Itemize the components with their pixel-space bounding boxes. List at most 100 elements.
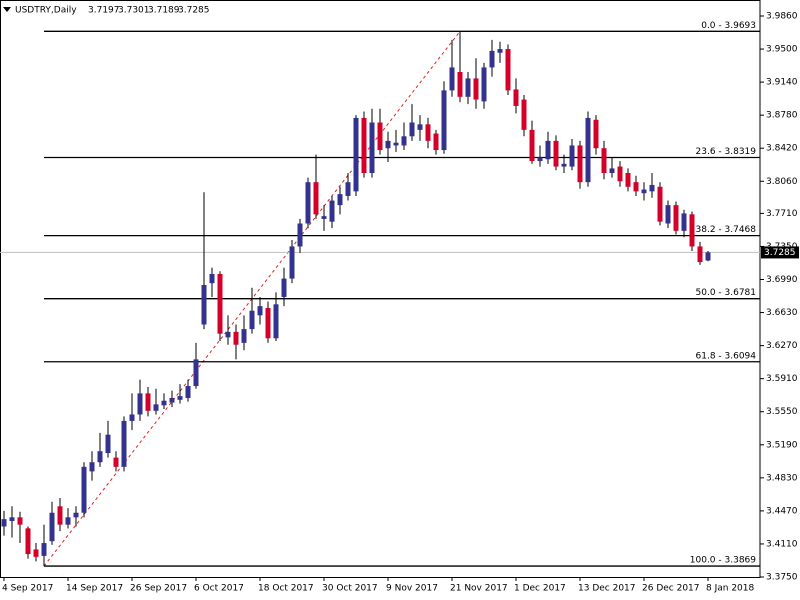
open-value: 3.7197 [88,6,120,16]
candle-body [305,182,311,224]
close-value: 3.7285 [178,6,210,16]
candle-body [569,145,575,167]
candle-body [537,157,543,162]
candle-body [113,457,119,467]
x-tick-label: 26 Sep 2017 [130,584,187,594]
y-tick-label: 3.8780 [766,111,798,121]
y-tick-label: 3.6270 [766,341,798,351]
candle-body [225,331,231,338]
candle-body [617,166,623,182]
candle-body [81,466,87,513]
y-tick-label: 3.4110 [766,539,798,549]
candle-body [609,168,615,174]
candle-body [529,129,535,162]
candle-body [553,140,559,167]
candle-body [1,519,7,527]
candle-body [129,414,135,421]
candle-body [169,397,175,403]
x-tick-label: 9 Nov 2017 [386,584,438,594]
menu-arrow[interactable] [3,7,11,12]
candle-body [409,122,415,137]
fib-label: 0.0 - 3.9693 [701,21,756,31]
candle-body [705,252,711,261]
candle-body [489,50,495,68]
x-tick-label: 8 Jan 2018 [706,584,754,594]
candle-body [449,67,455,91]
candle-body [441,90,447,151]
candle-body [57,506,63,525]
y-tick-label: 3.4470 [766,506,798,516]
candle-body [505,49,511,91]
candle-body [329,200,335,222]
candle-body [457,72,463,97]
candle-body [193,359,199,387]
y-tick-label: 3.9500 [766,45,798,55]
candle-body [185,386,191,398]
y-tick-label: 3.5190 [766,440,798,450]
candle-body [417,124,423,130]
high-value: 3.7301 [118,6,150,16]
y-tick-label: 3.9140 [766,78,798,88]
candle-body [137,393,143,415]
y-tick-label: 3.8060 [766,177,798,187]
candle-body [345,182,351,196]
candle-body [265,307,271,339]
candle-body [121,420,127,467]
candle-body [249,310,255,330]
candle-body [153,404,159,411]
fib-label: 23.6 - 3.8319 [696,147,757,157]
candle-body [577,145,583,183]
candle-body [425,124,431,141]
y-tick-label: 3.9860 [766,12,798,22]
candle-body [353,117,359,192]
candle-body [25,528,31,555]
fib-label: 50.0 - 3.6781 [696,288,757,298]
candle-body [681,213,687,231]
y-tick-label: 3.6630 [766,308,798,318]
fib-label: 100.0 - 3.3869 [690,556,756,566]
candle-body [521,99,527,130]
candle-body [497,49,503,53]
x-tick-label: 30 Oct 2017 [322,584,378,594]
candle-body [377,122,383,151]
candle-body [9,517,15,521]
candle-body [673,205,679,231]
x-tick-label: 21 Nov 2017 [450,584,508,594]
candle-body [593,119,599,149]
x-tick-label: 1 Dec 2017 [514,584,566,594]
candle-body [217,274,223,334]
candle-body [481,67,487,102]
candle-body [465,78,471,97]
candle-body [601,148,607,174]
candle-body [433,133,439,151]
candle-body [65,517,71,525]
candle-body [625,173,631,187]
y-tick-label: 3.6990 [766,275,798,285]
candle-body [385,140,391,149]
y-tick-label: 3.5910 [766,374,798,384]
candle-body [97,451,103,463]
candle-body [177,396,183,400]
price-label: 3.7285 [764,248,796,258]
candle-body [633,182,639,192]
candle-body [393,142,399,146]
x-tick-label: 4 Sep 2017 [2,584,53,594]
candle-body [545,140,551,160]
candle-body [161,400,167,406]
candle-body [313,182,319,215]
y-tick-label: 3.7710 [766,209,798,219]
candle-body [641,189,647,194]
candle-body [145,393,151,411]
candle-body [297,223,303,247]
candle-body [697,246,703,263]
candle-body [105,434,111,454]
y-tick-label: 3.3750 [766,573,798,583]
candle-body [33,549,39,557]
candle-body [649,184,655,192]
fib-label: 61.8 - 3.6094 [696,351,757,361]
candle-body [257,306,263,316]
candle-body [585,117,591,183]
candle-body [281,278,287,297]
